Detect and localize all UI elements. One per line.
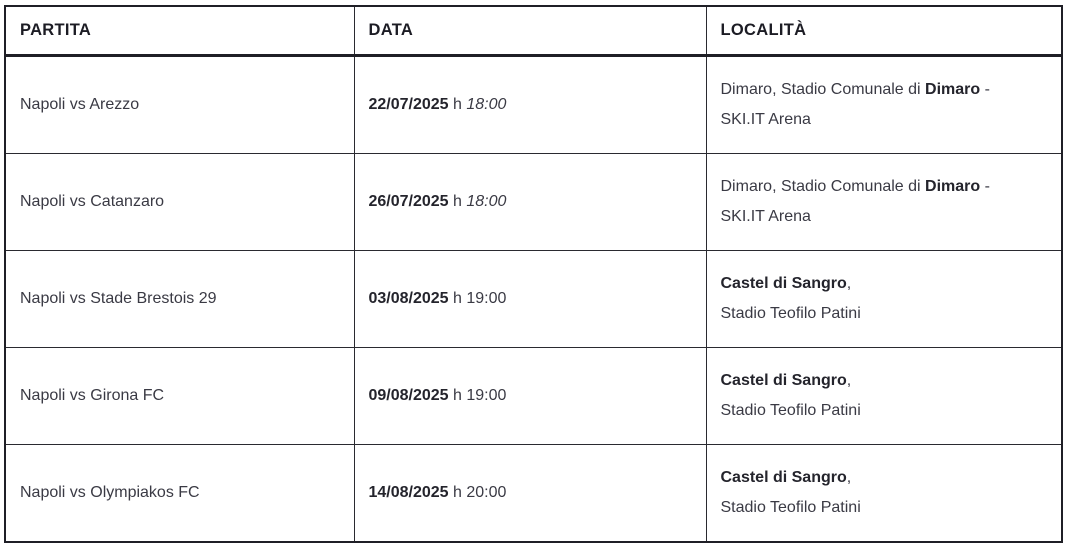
text-segment: 22/07/2025	[368, 95, 449, 113]
location-line: SKI.IT Arena	[721, 105, 1048, 135]
location-cell: Castel di Sangro, Stadio Teofilo Patini	[706, 347, 1062, 445]
location-line: Castel di Sangro,	[721, 269, 1048, 299]
location-line: Stadio Teofilo Patini	[721, 396, 1048, 426]
text-segment: Castel di Sangro	[720, 468, 847, 486]
text-segment: Castel di Sangro	[720, 274, 847, 292]
location-cell: Dimaro, Stadio Comunale di Dimaro - SKI.I…	[706, 55, 1062, 154]
location-cell: Dimaro, Stadio Comunale di Dimaro - SKI.I…	[706, 153, 1062, 251]
text-segment: Dimaro, Stadio Comunale di	[720, 177, 926, 195]
location-line: Dimaro, Stadio Comunale di Dimaro -	[721, 75, 1048, 105]
match-cell: Napoli vs Stade Brestois 29	[5, 250, 355, 348]
text-segment: 26/07/2025	[368, 192, 449, 210]
table-header-row: PARTITA DATA LOCALITÀ	[5, 6, 1062, 57]
text-segment: SKI.IT Arena	[720, 208, 811, 225]
location-line: Castel di Sangro,	[721, 366, 1048, 396]
table-header: PARTITA DATA LOCALITÀ	[5, 6, 1062, 57]
text-segment: ,	[846, 274, 852, 292]
text-segment: Stadio Teofilo Patini	[720, 305, 861, 322]
text-segment: ,	[846, 371, 852, 389]
text-segment: 09/08/2025	[368, 386, 449, 404]
table-row: Napoli vs Stade Brestois 29 03/08/2025 h …	[5, 250, 1062, 348]
text-segment: h 19:00	[448, 386, 507, 404]
match-cell: Napoli vs Olympiakos FC	[5, 444, 355, 542]
text-segment: SKI.IT Arena	[720, 111, 811, 128]
date-cell: 22/07/2025 h 18:00	[354, 55, 707, 154]
location-line: Stadio Teofilo Patini	[721, 299, 1048, 329]
match-schedule-table: PARTITA DATA LOCALITÀ Napoli vs Arezzo 22…	[4, 5, 1063, 543]
text-segment: h 20:00	[448, 483, 507, 501]
text-segment: -	[980, 177, 990, 195]
date-cell: 03/08/2025 h 19:00	[354, 250, 707, 348]
table-row: Napoli vs Catanzaro 26/07/2025 h 18:00 Dim…	[5, 153, 1062, 251]
table-row: Napoli vs Arezzo 22/07/2025 h 18:00 Dimaro…	[5, 55, 1062, 154]
text-segment: 18:00	[466, 192, 507, 210]
date-cell: 14/08/2025 h 20:00	[354, 444, 707, 542]
location-cell: Castel di Sangro, Stadio Teofilo Patini	[706, 444, 1062, 542]
text-segment: h	[448, 95, 467, 113]
table-row: Napoli vs Girona FC 09/08/2025 h 19:00 Cas…	[5, 347, 1062, 445]
column-header-partita: PARTITA	[5, 6, 355, 57]
text-segment: h	[448, 192, 467, 210]
match-cell: Napoli vs Catanzaro	[5, 153, 355, 251]
date-cell: 26/07/2025 h 18:00	[354, 153, 707, 251]
text-segment: h 19:00	[448, 289, 507, 307]
location-line: Castel di Sangro,	[721, 463, 1048, 493]
match-cell: Napoli vs Arezzo	[5, 55, 355, 154]
text-segment: -	[980, 80, 990, 98]
match-cell: Napoli vs Girona FC	[5, 347, 355, 445]
location-line: SKI.IT Arena	[721, 202, 1048, 232]
match-schedule-page: PARTITA DATA LOCALITÀ Napoli vs Arezzo 22…	[4, 5, 1063, 543]
text-segment: Dimaro, Stadio Comunale di	[720, 80, 926, 98]
text-segment: ,	[846, 468, 852, 486]
text-segment: 03/08/2025	[368, 289, 449, 307]
table-body: Napoli vs Arezzo 22/07/2025 h 18:00 Dimaro…	[5, 55, 1062, 542]
table-row: Napoli vs Olympiakos FC 14/08/2025 h 20:0…	[5, 444, 1062, 542]
text-segment: 14/08/2025	[368, 483, 449, 501]
location-line: Dimaro, Stadio Comunale di Dimaro -	[721, 172, 1048, 202]
location-line: Stadio Teofilo Patini	[721, 493, 1048, 523]
date-cell: 09/08/2025 h 19:00	[354, 347, 707, 445]
column-header-data: DATA	[354, 6, 707, 57]
text-segment: Stadio Teofilo Patini	[720, 499, 861, 516]
text-segment: 18:00	[466, 95, 507, 113]
column-header-localita: LOCALITÀ	[706, 6, 1062, 57]
location-cell: Castel di Sangro, Stadio Teofilo Patini	[706, 250, 1062, 348]
text-segment: Castel di Sangro	[720, 371, 847, 389]
text-segment: Dimaro	[925, 80, 981, 98]
text-segment: Stadio Teofilo Patini	[720, 402, 861, 419]
text-segment: Dimaro	[925, 177, 981, 195]
